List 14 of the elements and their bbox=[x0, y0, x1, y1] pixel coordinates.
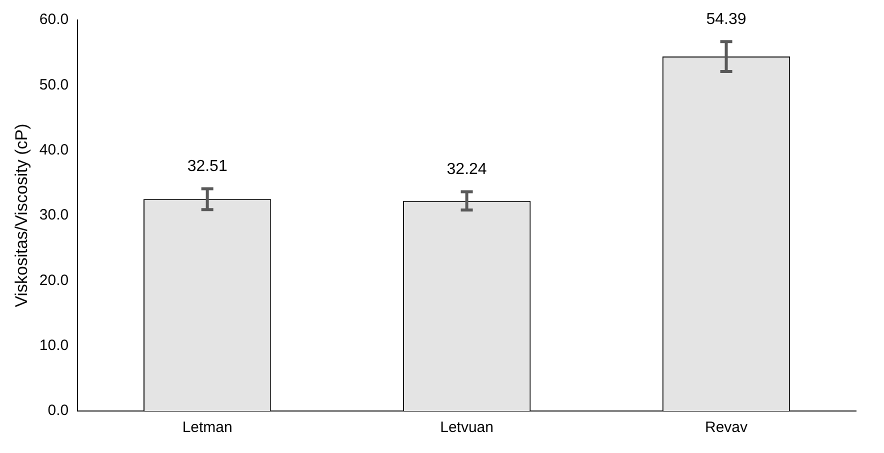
y-tick-label: 50.0 bbox=[39, 76, 69, 94]
y-tick-label: 30.0 bbox=[39, 206, 69, 224]
data-label: 54.39 bbox=[706, 10, 746, 28]
x-tick-label: Revav bbox=[705, 419, 748, 436]
x-tick-label: Letvuan bbox=[440, 419, 494, 436]
y-axis-title: Viskositas/Viscosity (cP) bbox=[12, 124, 31, 308]
data-label: 32.51 bbox=[187, 158, 228, 176]
y-tick-label: 0.0 bbox=[48, 402, 69, 420]
y-tick-label: 60.0 bbox=[39, 11, 69, 28]
y-tick-label: 40.0 bbox=[39, 141, 69, 158]
y-tick-label: 20.0 bbox=[39, 272, 69, 289]
x-tick-label: Letman bbox=[182, 419, 232, 436]
data-label: 32.24 bbox=[446, 161, 487, 178]
y-tick-label: 10.0 bbox=[39, 336, 69, 354]
